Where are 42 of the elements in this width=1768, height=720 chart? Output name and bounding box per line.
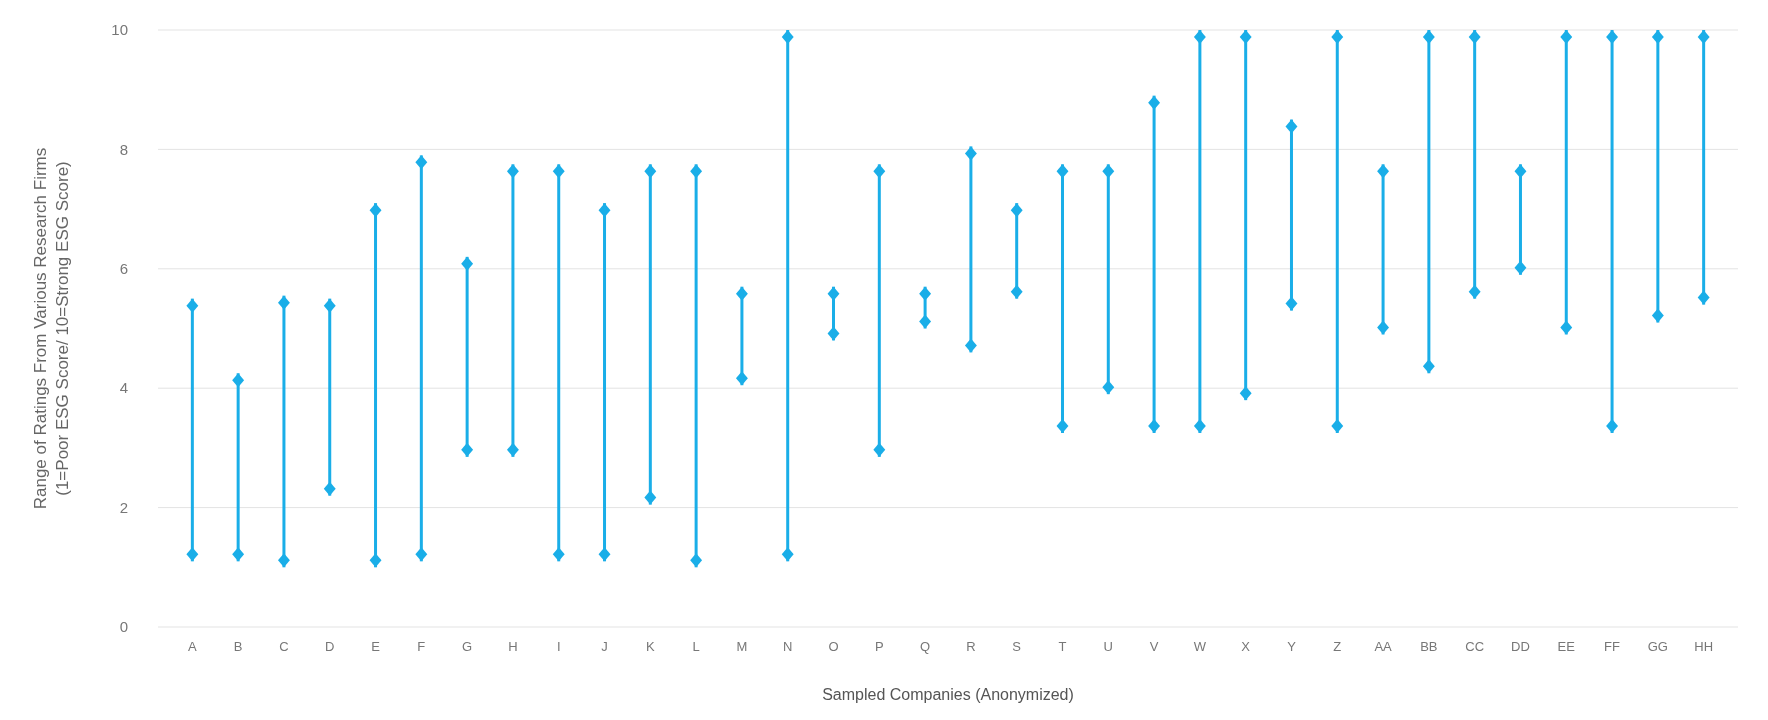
x-tick-label: X [1241,639,1251,654]
x-tick-label: S [1012,639,1022,654]
x-tick-label: L [692,639,700,654]
x-tick-label: GG [1647,639,1668,654]
x-tick-label: T [1058,639,1067,654]
x-tick-label: HH [1694,639,1714,654]
x-tick-label: BB [1420,639,1438,654]
x-tick-label: Q [920,639,931,654]
y-axis-title: Range of Ratings From Various Research Firms (1=Poor ESG Score/ 10=Strong ESG Score) [31,147,72,510]
x-tick-label: M [736,639,748,654]
x-tick-label: N [783,639,793,654]
x-tick-label: AA [1374,639,1393,654]
x-tick-label: B [233,639,243,654]
x-tick-label: F [417,639,426,654]
y-tick-label: 6 [119,260,128,278]
x-tick-label: Y [1287,639,1297,654]
x-tick-label: C [279,639,289,654]
x-tick-label: FF [1604,639,1621,654]
x-tick-label: D [325,639,335,654]
y-tick-label: 2 [119,498,128,516]
x-tick-label: G [462,639,473,654]
y-tick-label: 8 [119,140,128,158]
x-tick-label: E [371,639,381,654]
x-tick-label: U [1103,639,1113,654]
x-tick-label: J [601,639,608,654]
x-tick-label: W [1193,639,1207,654]
x-tick-label: P [874,639,884,654]
x-tick-label: Z [1333,639,1342,654]
y-tick-label: 10 [111,21,128,39]
x-tick-label: EE [1557,639,1576,654]
x-tick-label: H [508,639,518,654]
x-tick-label: V [1149,639,1159,654]
y-tick-label: 0 [119,618,128,636]
x-axis-title: Sampled Companies (Anonymized) [822,686,1074,703]
x-tick-label: A [188,639,198,654]
x-tick-label: R [966,639,976,654]
x-tick-label: CC [1465,639,1485,654]
x-tick-label: O [828,639,839,654]
y-tick-label: 4 [119,379,128,397]
x-tick-label: DD [1511,639,1530,654]
x-tick-label: I [556,639,561,654]
x-tick-label: K [645,639,655,654]
